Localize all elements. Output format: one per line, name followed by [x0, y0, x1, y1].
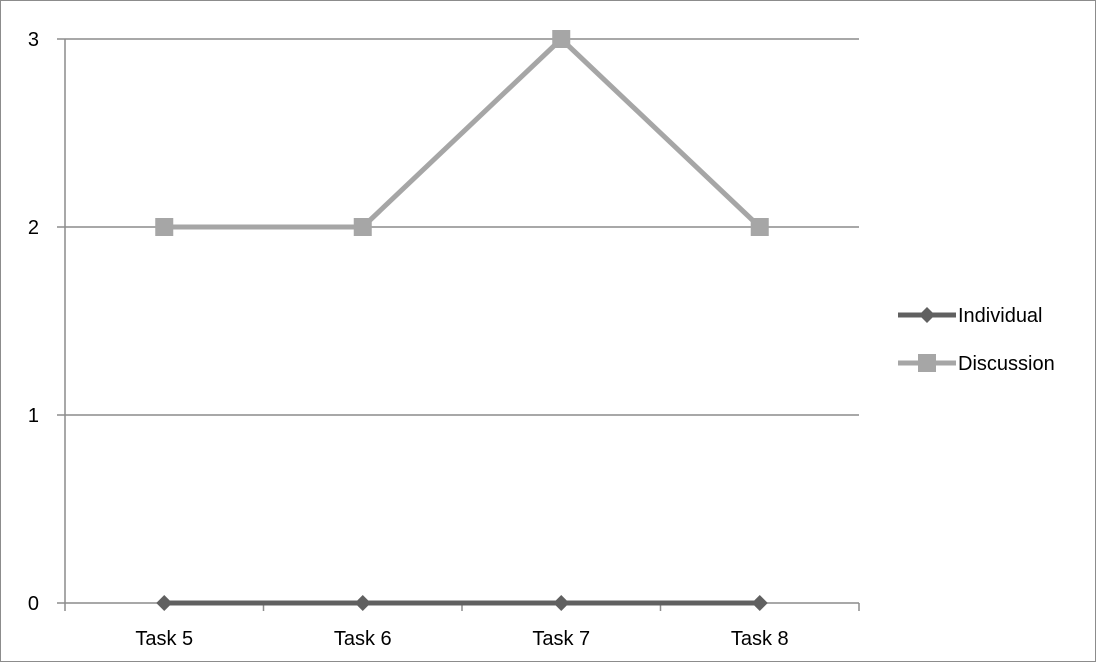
x-tick-label: Task 7: [532, 628, 590, 650]
data-point-individual: [156, 595, 173, 611]
y-tick-label: 0: [28, 593, 39, 615]
data-point-discussion: [552, 30, 571, 48]
data-point-discussion: [750, 218, 769, 236]
data-point-discussion: [353, 218, 372, 236]
data-point-individual: [354, 595, 371, 611]
legend-marker-discussion: [918, 354, 936, 372]
x-tick-labels: Task 5 Task 6 Task 7 Task 8: [135, 628, 788, 650]
x-tick-label: Task 8: [731, 628, 789, 650]
data-point-individual: [751, 595, 768, 611]
legend-label-discussion: Discussion: [958, 353, 1055, 375]
data-point-individual: [553, 595, 570, 611]
legend-marker-individual: [919, 307, 935, 323]
y-tick-labels: 0 1 2 3: [28, 29, 39, 615]
legend-item-individual: Individual: [898, 305, 1043, 327]
series-lines: [155, 30, 769, 611]
x-tick-label: Task 5: [135, 628, 193, 650]
y-tick-label: 2: [28, 217, 39, 239]
series-line-discussion: [164, 36, 762, 230]
axes: [57, 38, 860, 611]
y-tick-label: 3: [28, 29, 39, 51]
data-point-discussion: [155, 218, 174, 236]
legend: Individual Discussion: [898, 305, 1055, 375]
x-tick-label: Task 6: [334, 628, 392, 650]
legend-item-discussion: Discussion: [898, 353, 1055, 375]
y-tick-label: 1: [28, 405, 39, 427]
legend-label-individual: Individual: [958, 305, 1043, 327]
